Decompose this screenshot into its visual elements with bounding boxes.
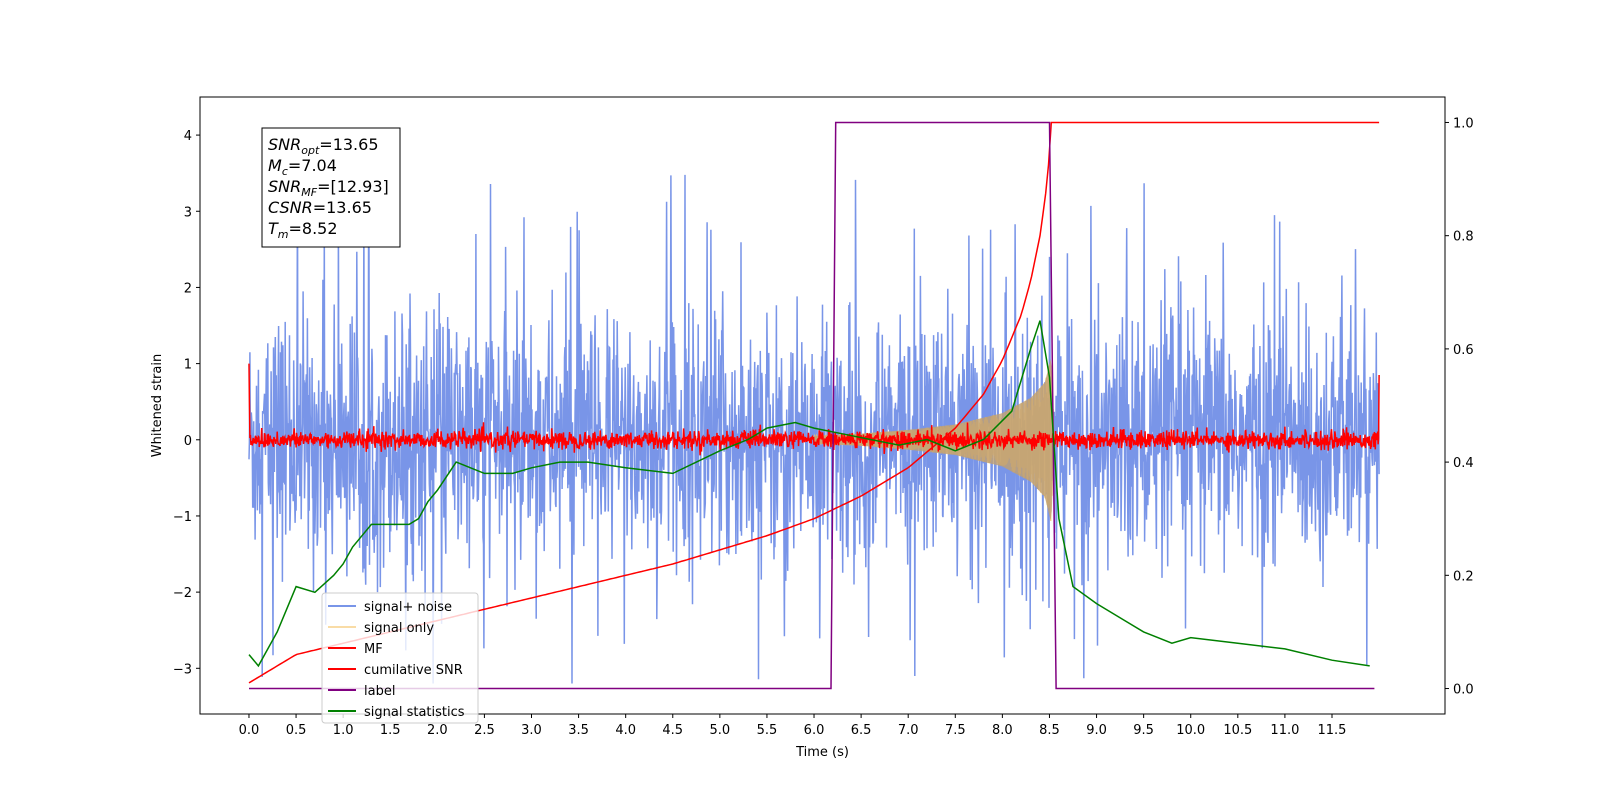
y2-tick-label: 0.4 xyxy=(1453,456,1474,471)
x-tick-label: 2.0 xyxy=(427,723,448,738)
x-tick-label: 4.5 xyxy=(662,723,683,738)
y-axis-right: 0.0 0.2 0.4 0.6 0.8 1.0 xyxy=(1445,116,1474,698)
y-axis-label: Whitened strain xyxy=(150,354,165,457)
x-tick-label: 5.5 xyxy=(757,723,778,738)
plot-clip-group xyxy=(248,121,1380,690)
y-tick-label: 1 xyxy=(184,358,192,373)
annotation-line: CSNR=13.65 xyxy=(268,198,372,217)
y-axis-left: −3 −2 −1 0 1 2 3 4 xyxy=(173,129,200,677)
x-tick-label: 6.5 xyxy=(851,723,872,738)
x-tick-label: 2.5 xyxy=(474,723,495,738)
x-tick-label: 9.5 xyxy=(1133,723,1154,738)
y2-tick-label: 1.0 xyxy=(1453,116,1474,131)
legend-entry: label xyxy=(364,684,395,699)
annotation-line: SNRopt=13.65 xyxy=(268,135,379,157)
x-tick-label: 11.0 xyxy=(1270,723,1299,738)
x-tick-label: 6.0 xyxy=(804,723,825,738)
y-tick-label: −3 xyxy=(173,662,192,677)
y-tick-label: 4 xyxy=(184,129,192,144)
x-tick-label: 3.0 xyxy=(521,723,542,738)
legend: signal+ noise signal only MF cumilative SNR… xyxy=(321,592,479,724)
series-mf-line xyxy=(248,363,1380,456)
y-tick-label: 0 xyxy=(184,434,192,449)
x-tick-label: 0.0 xyxy=(239,723,260,738)
series-label-line xyxy=(249,121,1375,690)
x-tick-label: 9.0 xyxy=(1086,723,1107,738)
annotation-line: Tm=8.52 xyxy=(268,219,338,241)
y2-tick-label: 0.8 xyxy=(1453,230,1474,245)
axes-frame xyxy=(199,96,1446,715)
series-signal-statistics-line xyxy=(248,320,1370,668)
plot-area xyxy=(248,121,1380,690)
x-tick-label: 7.0 xyxy=(898,723,919,738)
x-tick-label: 11.5 xyxy=(1318,723,1347,738)
x-tick-label: 10.5 xyxy=(1223,723,1252,738)
y2-tick-label: 0.2 xyxy=(1453,569,1474,584)
x-tick-label: 10.0 xyxy=(1176,723,1205,738)
x-tick-label: 1.5 xyxy=(380,723,401,738)
y-tick-label: 2 xyxy=(184,281,192,296)
x-tick-label: 1.0 xyxy=(333,723,354,738)
y2-tick-label: 0.6 xyxy=(1453,343,1474,358)
annotation-line: SNRMF=[12.93] xyxy=(268,177,389,199)
y-tick-label: 3 xyxy=(184,205,192,220)
x-tick-label: 8.0 xyxy=(992,723,1013,738)
legend-entry: signal only xyxy=(364,621,434,636)
legend-entry: cumilative SNR xyxy=(364,663,463,678)
legend-entry: signal+ noise xyxy=(364,600,452,615)
x-axis-label: Time (s) xyxy=(795,745,849,760)
legend-frame xyxy=(321,592,479,724)
annotation-line: Mc=7.04 xyxy=(268,156,337,178)
x-tick-label: 0.5 xyxy=(286,723,307,738)
y2-tick-label: 0.0 xyxy=(1453,683,1474,698)
legend-entry: MF xyxy=(364,642,383,657)
x-axis: 0.0 0.5 1.0 1.5 2.0 2.5 3.0 3.5 4.0 4.5 5.0 5.5 6.0 6… xyxy=(239,714,1347,738)
x-tick-label: 7.5 xyxy=(945,723,966,738)
x-tick-label: 4.0 xyxy=(615,723,636,738)
y-tick-label: −2 xyxy=(173,586,192,601)
x-tick-label: 8.5 xyxy=(1039,723,1060,738)
legend-entry: signal statistics xyxy=(364,705,465,720)
y-tick-label: −1 xyxy=(173,510,192,525)
x-tick-label: 5.0 xyxy=(710,723,731,738)
series-signal-noise-line xyxy=(248,174,1380,684)
stats-annotation-box: SNRopt=13.65Mc=7.04SNRMF=[12.93]CSNR=13.… xyxy=(261,127,401,248)
x-tick-label: 3.5 xyxy=(568,723,589,738)
annotation-box-frame xyxy=(261,127,401,248)
